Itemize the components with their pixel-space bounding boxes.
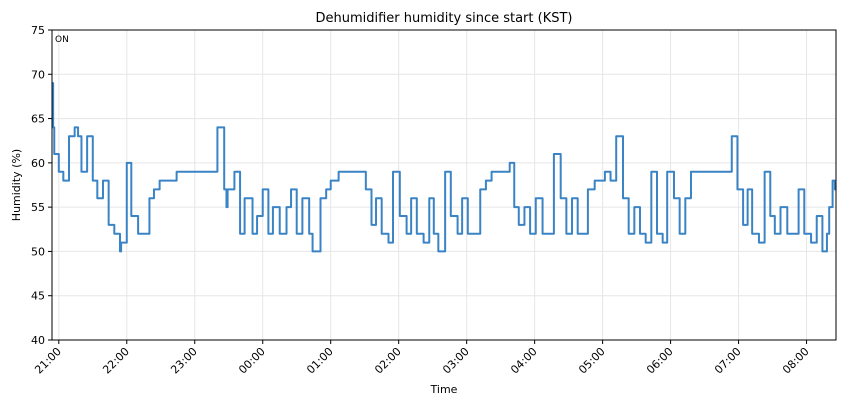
- x-tick-label: 00:00: [236, 345, 268, 377]
- x-tick-label: 01:00: [304, 345, 336, 377]
- x-tick-label: 07:00: [712, 345, 744, 377]
- y-axis-label: Humidity (%): [10, 149, 23, 221]
- annotation: ON: [55, 35, 69, 45]
- plot-area: [52, 30, 836, 340]
- y-tick-label: 70: [31, 68, 45, 81]
- y-tick-label: 65: [31, 113, 45, 126]
- y-tick-label: 50: [31, 245, 45, 258]
- y-tick-label: 45: [31, 290, 45, 303]
- x-tick-label: 21:00: [32, 345, 64, 377]
- chart-title: Dehumidifier humidity since start (KST): [315, 11, 572, 26]
- x-tick-label: 22:00: [100, 345, 132, 377]
- y-tick-label: 55: [31, 201, 45, 214]
- x-tick-label: 06:00: [644, 345, 676, 377]
- x-tick-label: 08:00: [780, 345, 812, 377]
- y-tick-label: 75: [31, 24, 45, 37]
- y-tick-label: 40: [31, 334, 45, 347]
- humidity-line: [52, 82, 836, 253]
- x-tick-label: 03:00: [440, 345, 472, 377]
- x-tick-label: 05:00: [576, 345, 608, 377]
- x-tick-label: 02:00: [372, 345, 404, 377]
- x-tick-label: 04:00: [508, 345, 540, 377]
- y-tick-label: 60: [31, 157, 45, 170]
- plot-frame: [51, 29, 837, 341]
- x-tick-label: 23:00: [168, 345, 200, 377]
- x-axis-label: Time: [430, 383, 458, 396]
